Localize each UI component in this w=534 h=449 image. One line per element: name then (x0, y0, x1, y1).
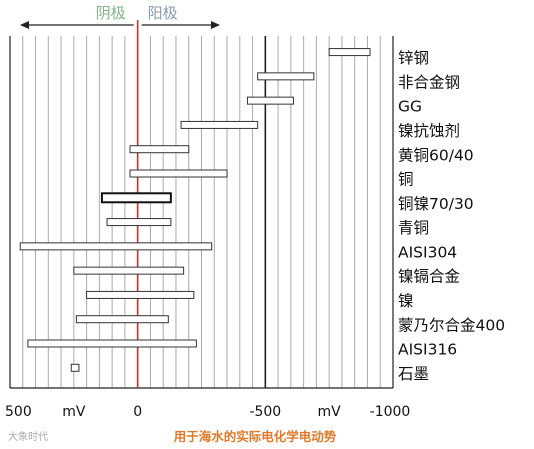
material-label: AISI304 (398, 243, 457, 261)
bar-9 (19, 242, 213, 251)
material-label: 黄铜60/40 (398, 146, 474, 164)
bar-5 (129, 145, 190, 154)
bar-1 (328, 48, 371, 57)
material-label: GG (398, 98, 422, 116)
material-label: 镍 (398, 292, 414, 310)
x-tick-label: 0 (133, 404, 142, 420)
x-tick-label: mV (62, 404, 86, 420)
axes (9, 20, 394, 389)
material-label: 镍抗蚀剂 (398, 122, 460, 140)
bar-4 (180, 120, 259, 129)
direction-arrows (20, 21, 220, 29)
material-label: 蒙乃尔合金400 (398, 316, 505, 334)
bar-13 (27, 339, 197, 348)
bar-2 (257, 72, 315, 81)
cathode-arrow-head (20, 21, 29, 29)
bar-6 (129, 169, 228, 178)
bar-8 (106, 218, 172, 227)
bar-7 (100, 192, 172, 204)
material-label: 青铜 (398, 219, 429, 237)
bar-12 (75, 315, 169, 324)
x-tick-label: 500 (5, 404, 32, 420)
material-label: 镍镉合金 (398, 268, 461, 286)
material-label: 非合金钢 (398, 73, 460, 91)
grid-lines (22, 36, 381, 388)
anode-label: 阳极 (148, 4, 178, 22)
x-tick-labels: 500 mV 0 -500 mV -1000 (5, 404, 410, 420)
watermark-text: 大象时代 (8, 430, 48, 443)
bars (19, 48, 371, 372)
material-label: 锌钢 (398, 49, 429, 67)
material-label: 石墨 (398, 365, 429, 383)
bar-3 (246, 96, 294, 105)
bar-10 (73, 266, 185, 275)
chart-caption: 用于海水的实际电化学电动势 (173, 429, 337, 444)
x-tick-label: -1000 (370, 404, 411, 420)
material-label: 铜 (398, 171, 414, 189)
x-tick-label: -500 (249, 404, 281, 420)
bar-14 (70, 363, 80, 372)
direction-header: 阴极 阳极 (20, 4, 220, 29)
x-tick-label: mV (318, 404, 342, 420)
material-label: AISI316 (398, 341, 457, 359)
bar-11 (86, 290, 195, 299)
material-label: 铜镍70/30 (398, 195, 474, 213)
anode-arrow-head (211, 21, 220, 29)
cathode-label: 阴极 (96, 4, 126, 22)
